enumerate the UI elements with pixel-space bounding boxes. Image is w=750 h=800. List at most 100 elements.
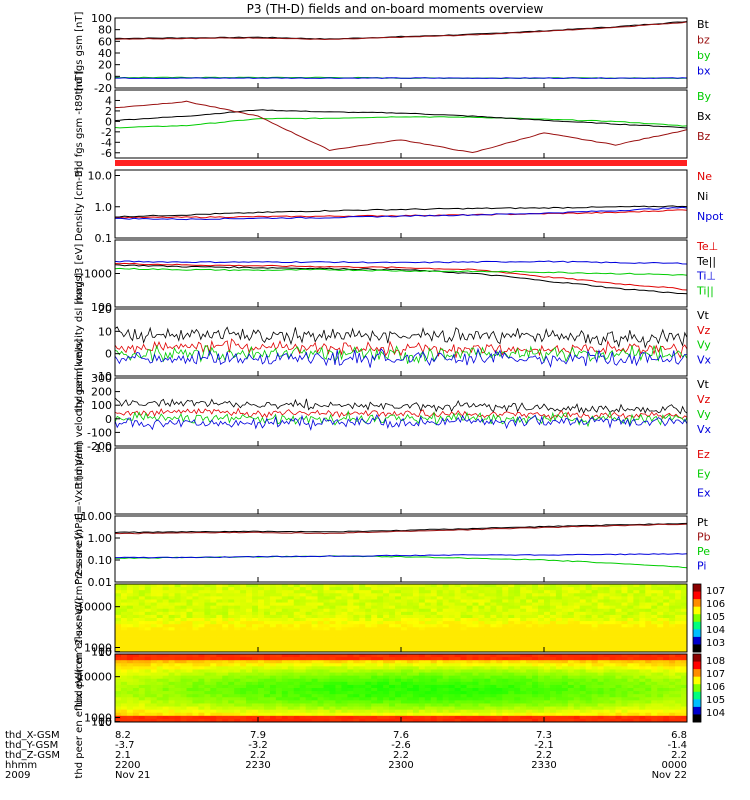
legend-Vz: Vz <box>697 324 711 337</box>
ytick-label: 100 <box>91 301 112 314</box>
line-bx <box>115 77 688 79</box>
ytick-label: 10 <box>98 646 112 659</box>
legend-Te||: Te|| <box>696 255 716 268</box>
colorbar-label: 104 <box>706 708 725 719</box>
y-axis-label: thd peer en eflux eV/(cm^2-s-sr-eV) <box>74 597 85 778</box>
legend-by: by <box>697 49 711 62</box>
ytick-label: 20 <box>98 59 112 72</box>
time-tick-label: 2200 <box>115 760 140 771</box>
ytick-label: 1.0 <box>95 442 113 455</box>
legend-bz: bz <box>697 34 710 47</box>
series-pressure-Pi <box>115 553 688 559</box>
ytick-label: 0 <box>105 413 112 426</box>
y-axis-label: mag t3 [eV] <box>74 244 85 304</box>
ephem-value: -2.1 <box>534 740 554 751</box>
legend-Bx: Bx <box>697 110 712 123</box>
ephem-label: thd_Z-GSM <box>5 750 60 761</box>
legend-Pb: Pb <box>697 531 711 544</box>
ytick-label: 0 <box>105 348 112 361</box>
ephem-value: 7.3 <box>536 730 552 741</box>
series-temp-Ti <box>114 260 688 265</box>
ytick-label: 40 <box>98 47 112 60</box>
series-fgs-Bt <box>114 21 688 40</box>
ephem-value: -1.4 <box>667 740 687 751</box>
ytick-label: 100 <box>91 12 112 25</box>
legend-Vx: Vx <box>697 423 712 436</box>
ytick-label: 20 <box>98 303 112 316</box>
ytick-label: 1.0 <box>95 201 113 214</box>
ytick-label: 100 <box>91 646 112 659</box>
ytick-label: 60 <box>98 35 112 48</box>
line-Ti|| <box>114 267 688 276</box>
time-tick-label: 2230 <box>245 760 270 771</box>
y-axis-label: thd peir en eflux eV/(cm^2-s-sr-eV) <box>74 529 85 707</box>
line-Vx <box>114 347 688 368</box>
line-Te|| <box>114 264 688 295</box>
colorbar-label: 103 <box>706 638 725 649</box>
series-pressure-Pb <box>114 523 688 535</box>
ytick-label: 80 <box>98 24 112 37</box>
ytick-label: 200 <box>91 386 112 399</box>
y-axis-label: E=-VxB [mV/m] <box>74 442 85 520</box>
time-tick-label: 0000 <box>662 760 687 771</box>
legend-Ni: Ni <box>697 190 708 203</box>
series-vel_gsm-Vx <box>114 414 688 432</box>
ytick-label: 100 <box>91 399 112 412</box>
line-Bx <box>114 109 688 129</box>
ytick-label: 100 <box>91 716 112 729</box>
ytick-label: 0.01 <box>88 576 113 589</box>
legend-Pe: Pe <box>697 545 710 558</box>
ytick-label: 2 <box>105 105 112 118</box>
colorbar-peir: 107 106 105 104 103 <box>692 583 725 653</box>
series-temp-Ti|| <box>114 267 688 276</box>
ytick-label: 10.00 <box>81 510 113 523</box>
ytick-label: -10 <box>94 370 112 383</box>
legend-Npot: Npot <box>697 210 724 223</box>
series-fgs_dsl-Bx <box>114 109 688 129</box>
ytick-label: 10 <box>98 716 112 729</box>
line-Ni <box>114 205 688 218</box>
y-axis-label: Density [cm-3] <box>74 167 85 241</box>
ytick-label: 1.00 <box>88 532 113 545</box>
date-right: Nov 22 <box>652 770 687 781</box>
ytick-label: -2 <box>101 126 112 139</box>
ytick-label: 300 <box>91 372 112 385</box>
line-Vz <box>114 407 688 420</box>
series-vel_dsl-Vz <box>114 338 688 359</box>
ytick-label: -200 <box>87 440 112 453</box>
ytick-label: -4 <box>101 136 112 149</box>
colorbar-label: 107 <box>706 586 725 597</box>
ytick-label: 4 <box>105 95 112 108</box>
line-Pb <box>114 523 688 535</box>
legend-Bt: Bt <box>697 18 710 31</box>
ephem-value: 2.2 <box>250 750 266 761</box>
ephem-value: 8.2 <box>115 730 131 741</box>
colorbar-label: 107 <box>706 669 725 680</box>
ytick-label: 10000 <box>77 601 112 614</box>
heatmap-peer <box>115 654 688 723</box>
ytick-label: 0 <box>105 70 112 83</box>
ytick-label: 1000 <box>84 642 112 655</box>
heatmap-peir <box>115 584 688 653</box>
ephem-label: hhmm <box>5 760 37 771</box>
series-vel_gsm-Vz <box>114 407 688 420</box>
y-axis-label: thd peim velocity gsm [km/s] <box>74 339 85 486</box>
legend-By: By <box>697 90 712 103</box>
legend-Ex: Ex <box>697 487 711 500</box>
line-Te <box>114 262 688 291</box>
legend-Bz: Bz <box>697 130 711 143</box>
colorbar-label: 106 <box>706 682 725 693</box>
ytick-label: 0.1 <box>95 232 113 245</box>
ytick-label: 0 <box>105 115 112 128</box>
series-fgs-bz <box>114 21 688 41</box>
series-vel_gsm-Vt <box>114 397 688 415</box>
ytick-label: -20 <box>94 82 112 95</box>
ephem-value: -2.6 <box>391 740 411 751</box>
